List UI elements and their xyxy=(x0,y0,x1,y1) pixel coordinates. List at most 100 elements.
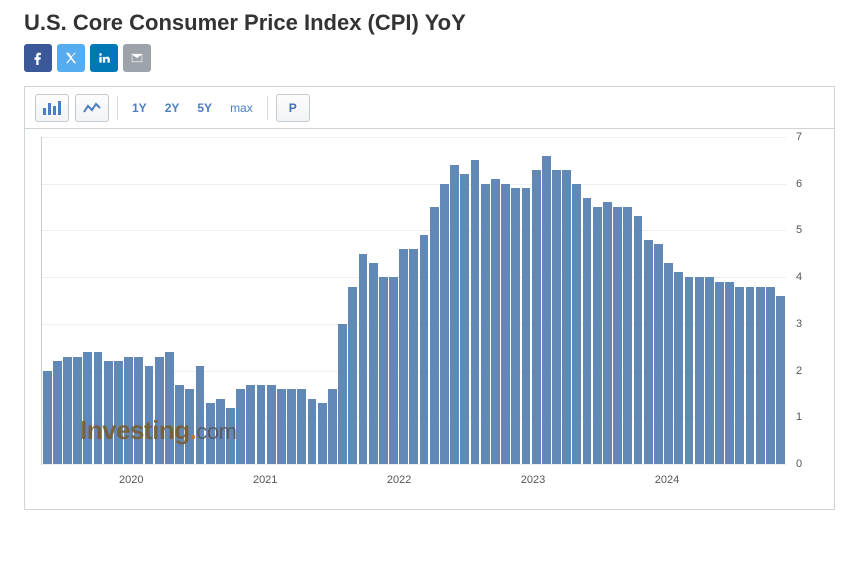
chart-container: 1Y 2Y 5Y max P 01234567 2020202120222023… xyxy=(24,86,835,510)
bar xyxy=(134,357,143,464)
bar xyxy=(562,170,571,464)
bar xyxy=(552,170,561,464)
bar xyxy=(776,296,785,464)
range-5y-button[interactable]: 5Y xyxy=(191,94,218,122)
bar xyxy=(175,385,184,464)
mail-icon xyxy=(130,51,144,65)
bar xyxy=(94,352,103,464)
linkedin-icon xyxy=(97,51,111,65)
bar xyxy=(73,357,82,464)
bar xyxy=(766,287,775,465)
bar xyxy=(267,385,276,464)
bar xyxy=(450,165,459,464)
bar xyxy=(277,389,286,464)
y-tick-label: 1 xyxy=(796,411,820,423)
page-title: U.S. Core Consumer Price Index (CPI) YoY xyxy=(0,0,855,44)
bar xyxy=(83,352,92,464)
range-max-button[interactable]: max xyxy=(224,94,259,122)
bar xyxy=(440,184,449,464)
bar xyxy=(583,198,592,464)
bar xyxy=(369,263,378,464)
bar xyxy=(53,361,62,464)
bar xyxy=(124,357,133,464)
bar xyxy=(430,207,439,464)
bars-group xyxy=(42,137,786,464)
bar xyxy=(43,371,52,464)
bar xyxy=(287,389,296,464)
bar xyxy=(114,361,123,464)
facebook-share-button[interactable] xyxy=(24,44,52,72)
bar xyxy=(491,179,500,464)
y-tick-label: 0 xyxy=(796,458,820,470)
bar xyxy=(63,357,72,464)
bar xyxy=(593,207,602,464)
bar xyxy=(338,324,347,464)
bar xyxy=(185,389,194,464)
share-row xyxy=(0,44,855,86)
y-tick-label: 6 xyxy=(796,178,820,190)
bar xyxy=(634,216,643,464)
bar xyxy=(603,202,612,464)
line-chart-type-button[interactable] xyxy=(75,94,109,122)
email-share-button[interactable] xyxy=(123,44,151,72)
range-1y-button[interactable]: 1Y xyxy=(126,94,153,122)
toolbar-separator xyxy=(267,96,268,120)
bar xyxy=(695,277,704,464)
twitter-share-button[interactable] xyxy=(57,44,85,72)
bar xyxy=(409,249,418,464)
y-tick-label: 7 xyxy=(796,131,820,143)
bar xyxy=(348,287,357,465)
bar xyxy=(359,254,368,464)
bar xyxy=(155,357,164,464)
bar xyxy=(735,287,744,465)
y-tick-label: 5 xyxy=(796,224,820,236)
bar xyxy=(297,389,306,464)
y-tick-label: 2 xyxy=(796,365,820,377)
bar xyxy=(705,277,714,464)
bar xyxy=(644,240,653,464)
line-chart-icon xyxy=(83,101,101,115)
bar xyxy=(226,408,235,464)
bar xyxy=(471,160,480,464)
bar xyxy=(572,184,581,464)
bar xyxy=(389,277,398,464)
gridline xyxy=(42,464,786,465)
bar xyxy=(613,207,622,464)
toolbar-separator xyxy=(117,96,118,120)
bar xyxy=(542,156,551,464)
x-tick-label: 2024 xyxy=(655,474,679,486)
facebook-icon xyxy=(31,51,45,65)
x-tick-label: 2020 xyxy=(119,474,143,486)
bar xyxy=(145,366,154,464)
bar xyxy=(206,403,215,464)
bar xyxy=(216,399,225,464)
bar xyxy=(746,287,755,465)
bar xyxy=(654,244,663,464)
bar xyxy=(685,277,694,464)
bar xyxy=(104,361,113,464)
bar xyxy=(481,184,490,464)
bar xyxy=(623,207,632,464)
y-tick-label: 4 xyxy=(796,271,820,283)
x-tick-label: 2022 xyxy=(387,474,411,486)
bar xyxy=(420,235,429,464)
linkedin-share-button[interactable] xyxy=(90,44,118,72)
x-icon xyxy=(64,51,78,65)
bar xyxy=(165,352,174,464)
bar xyxy=(725,282,734,464)
p-button[interactable]: P xyxy=(276,94,310,122)
x-tick-label: 2021 xyxy=(253,474,277,486)
bar xyxy=(756,287,765,465)
plot-box: 01234567 20202021202220232024 Investing.… xyxy=(41,137,786,465)
bar xyxy=(511,188,520,464)
bar-chart-type-button[interactable] xyxy=(35,94,69,122)
bar xyxy=(379,277,388,464)
bar xyxy=(399,249,408,464)
chart-area: 01234567 20202021202220232024 Investing.… xyxy=(25,129,834,509)
chart-toolbar: 1Y 2Y 5Y max P xyxy=(25,87,834,129)
bar xyxy=(257,385,266,464)
bar xyxy=(236,389,245,464)
bar-chart-icon xyxy=(43,101,61,115)
range-2y-button[interactable]: 2Y xyxy=(159,94,186,122)
bar xyxy=(328,389,337,464)
